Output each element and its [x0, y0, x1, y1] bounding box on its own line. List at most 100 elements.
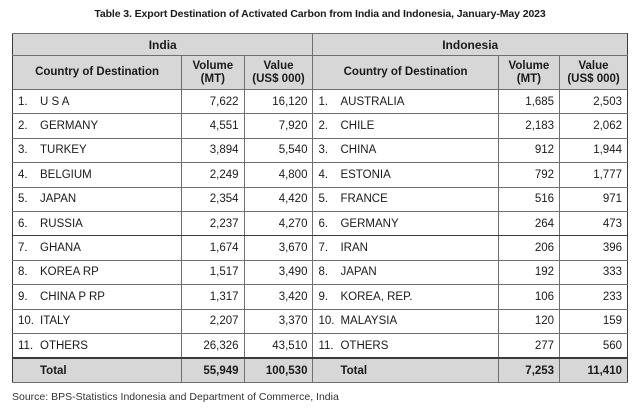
indonesia-row-index: 6.	[318, 217, 329, 230]
table-row: 6. RUSSIA 2,237 4,270 6. GERMANY 264 473	[11, 210, 628, 237]
india-volume-cell: 2,207	[181, 308, 245, 334]
indonesia-volume-cell: 264	[497, 210, 561, 237]
indonesia-country-cell: 6. GERMANY	[312, 210, 499, 237]
indonesia-value-cell: 560	[559, 332, 628, 359]
indonesia-country-name: IRAN	[340, 242, 368, 255]
india-volume-header: Volume (MT)	[181, 55, 245, 90]
indonesia-value-cell: 396	[559, 235, 628, 261]
indonesia-value-cell: 2,503	[559, 88, 628, 115]
indonesia-country-name: CHINA	[340, 144, 377, 157]
export-destination-table: India Indonesia Country of Destination V…	[11, 33, 628, 384]
table-row: 11. OTHERS 26,326 43,510 11. OTHERS 277 560	[11, 332, 628, 359]
indonesia-row-index: 1.	[318, 95, 329, 108]
indonesia-volume-cell: 206	[497, 235, 561, 261]
india-row-index: 6.	[18, 217, 28, 230]
india-row-index: 1.	[18, 95, 28, 108]
india-country-cell: 5. JAPAN	[11, 186, 183, 212]
india-country-name: OTHERS	[40, 339, 88, 352]
india-value-cell: 3,670	[243, 235, 314, 261]
india-value-cell: 16,120	[243, 88, 314, 115]
indonesia-country-name: ESTONIA	[340, 168, 391, 181]
table-row: 3. TURKEY 3,894 5,540 3. CHINA 912 1,944	[11, 137, 628, 164]
indonesia-row-index: 4.	[318, 168, 329, 181]
source-note: Source: BPS-Statistics Indonesia and Dep…	[12, 391, 339, 403]
indonesia-value-cell: 1,944	[559, 137, 628, 164]
indonesia-value-header: Value (US$ 000)	[559, 55, 628, 90]
indonesia-value-cell: 2,062	[559, 113, 628, 139]
india-country-cell: 9. CHINA P RP	[11, 284, 183, 310]
india-volume-cell: 4,551	[181, 113, 245, 139]
indonesia-volume-cell: 120	[497, 308, 561, 334]
indonesia-country-cell: 3. CHINA	[312, 137, 499, 164]
indonesia-value-cell: 971	[559, 186, 628, 212]
india-volume-cell: 7,622	[181, 88, 245, 115]
india-row-index: 7.	[18, 242, 28, 255]
indonesia-country-name: KOREA, REP.	[340, 290, 413, 303]
india-country-name: KOREA RP	[40, 266, 99, 279]
india-total-label: Total	[11, 357, 183, 384]
indonesia-row-index: 9.	[318, 290, 329, 303]
indonesia-volume-cell: 516	[497, 186, 561, 212]
india-row-index: 2.	[18, 120, 28, 133]
india-country-cell: 2. GERMANY	[11, 113, 183, 139]
india-value-cell: 4,800	[243, 162, 314, 188]
india-volume-cell: 2,354	[181, 186, 245, 212]
india-value-cell: 4,420	[243, 186, 314, 212]
indonesia-country-name: MALAYSIA	[340, 315, 398, 328]
indonesia-value-cell: 473	[559, 210, 628, 237]
india-value-header: Value (US$ 000)	[243, 55, 314, 90]
indonesia-country-name: JAPAN	[340, 266, 377, 279]
indonesia-total-volume: 7,253	[497, 357, 561, 384]
indonesia-row-index: 7.	[318, 242, 329, 255]
india-row-index: 4.	[18, 168, 28, 181]
india-country-cell: 7. GHANA	[11, 235, 183, 261]
indonesia-country-cell: 5. FRANCE	[312, 186, 499, 212]
india-value-cell: 43,510	[243, 332, 314, 359]
indonesia-country-name: GERMANY	[340, 217, 399, 230]
india-value-cell: 3,490	[243, 259, 314, 286]
india-country-cell: 6. RUSSIA	[11, 210, 183, 237]
indonesia-country-cell: 4. ESTONIA	[312, 162, 499, 188]
table-row: 10. ITALY 2,207 3,370 10. MALAYSIA 120 159	[11, 308, 628, 334]
india-country-cell: 8. KOREA RP	[11, 259, 183, 286]
indonesia-country-header: Country of Destination	[312, 55, 499, 90]
india-country-header: Country of Destination	[11, 55, 183, 90]
group-header-row: India Indonesia	[11, 33, 628, 56]
indonesia-row-index: 3.	[318, 144, 329, 157]
india-row-index: 10.	[18, 315, 34, 328]
table-caption: Table 3. Export Destination of Activated…	[94, 8, 546, 20]
table-row: 8. KOREA RP 1,517 3,490 8. JAPAN 192 333	[11, 259, 628, 286]
india-volume-cell: 26,326	[181, 332, 245, 359]
india-row-index: 3.	[18, 144, 28, 157]
india-total-volume: 55,949	[181, 357, 245, 384]
indonesia-country-name: OTHERS	[340, 339, 389, 352]
indonesia-row-index: 2.	[318, 120, 329, 133]
total-row: Total 55,949 100,530 Total 7,253 11,410	[11, 357, 628, 384]
indonesia-value-cell: 233	[559, 284, 628, 310]
table-row: 2. GERMANY 4,551 7,920 2. CHILE 2,183 2,062	[11, 113, 628, 139]
table-row: 9. CHINA P RP 1,317 3,420 9. KOREA, REP. 106 23…	[11, 284, 628, 310]
india-country-cell: 3. TURKEY	[11, 137, 183, 164]
indonesia-country-name: AUSTRALIA	[340, 95, 405, 108]
table-row: 1. U S A 7,622 16,120 1. AUSTRALIA 1,685 2,503	[11, 88, 628, 115]
indonesia-volume-cell: 912	[497, 137, 561, 164]
india-country-cell: 10. ITALY	[11, 308, 183, 334]
indonesia-volume-cell: 1,685	[497, 88, 561, 115]
indonesia-total-label: Total	[312, 357, 499, 384]
indonesia-value-cell: 1,777	[559, 162, 628, 188]
india-country-name: JAPAN	[40, 193, 77, 206]
india-volume-cell: 1,317	[181, 284, 245, 310]
indonesia-total-value: 11,410	[559, 357, 628, 384]
india-volume-cell: 1,517	[181, 259, 245, 286]
indonesia-row-index: 8.	[318, 266, 329, 279]
india-value-cell: 3,420	[243, 284, 314, 310]
indonesia-value-cell: 159	[559, 308, 628, 334]
indonesia-row-index: 10.	[318, 315, 335, 328]
indonesia-country-cell: 9. KOREA, REP.	[312, 284, 499, 310]
india-value-cell: 7,920	[243, 113, 314, 139]
india-value-cell: 5,540	[243, 137, 314, 164]
india-country-cell: 4. BELGIUM	[11, 162, 183, 188]
indonesia-row-index: 5.	[318, 193, 329, 206]
india-country-name: BELGIUM	[40, 168, 92, 181]
indonesia-country-cell: 1. AUSTRALIA	[312, 88, 499, 115]
